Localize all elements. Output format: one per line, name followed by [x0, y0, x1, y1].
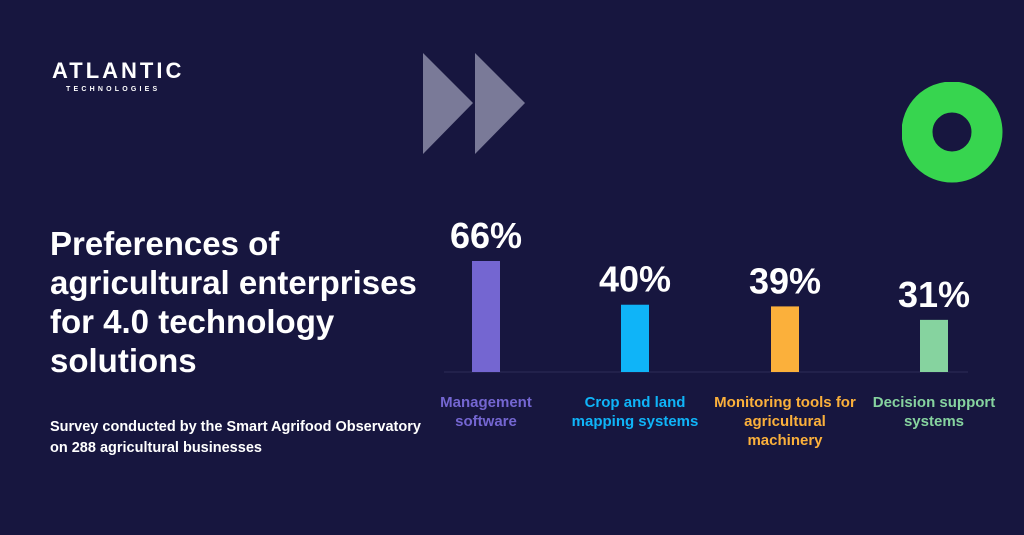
category-label: Crop and land mapping systems: [571, 394, 699, 430]
bar: [771, 306, 799, 372]
brand-tagline: TECHNOLOGIES: [66, 86, 161, 93]
brand-name: ATLANTIC: [52, 58, 185, 83]
category-label: Monitoring tools for agricultural machin…: [714, 394, 856, 449]
survey-note: Survey conducted by the Smart Agrifood O…: [50, 419, 421, 456]
bar-value-label: 66%: [450, 215, 522, 256]
category-label: Decision support systems: [872, 394, 996, 430]
brand-logo: ATLANTIC TECHNOLOGIES: [52, 60, 192, 95]
fast-forward-icon: [423, 53, 525, 154]
bar: [472, 261, 500, 372]
bar: [621, 304, 649, 372]
bar-value-label: 39%: [749, 260, 821, 301]
bar: [920, 319, 948, 372]
category-label: Management software: [440, 394, 532, 430]
page-title: Preferences of agricultural enterprises …: [50, 225, 417, 379]
bar-value-label: 40%: [599, 259, 671, 300]
ring-icon: [902, 82, 1003, 183]
bar-value-label: 31%: [898, 274, 970, 315]
